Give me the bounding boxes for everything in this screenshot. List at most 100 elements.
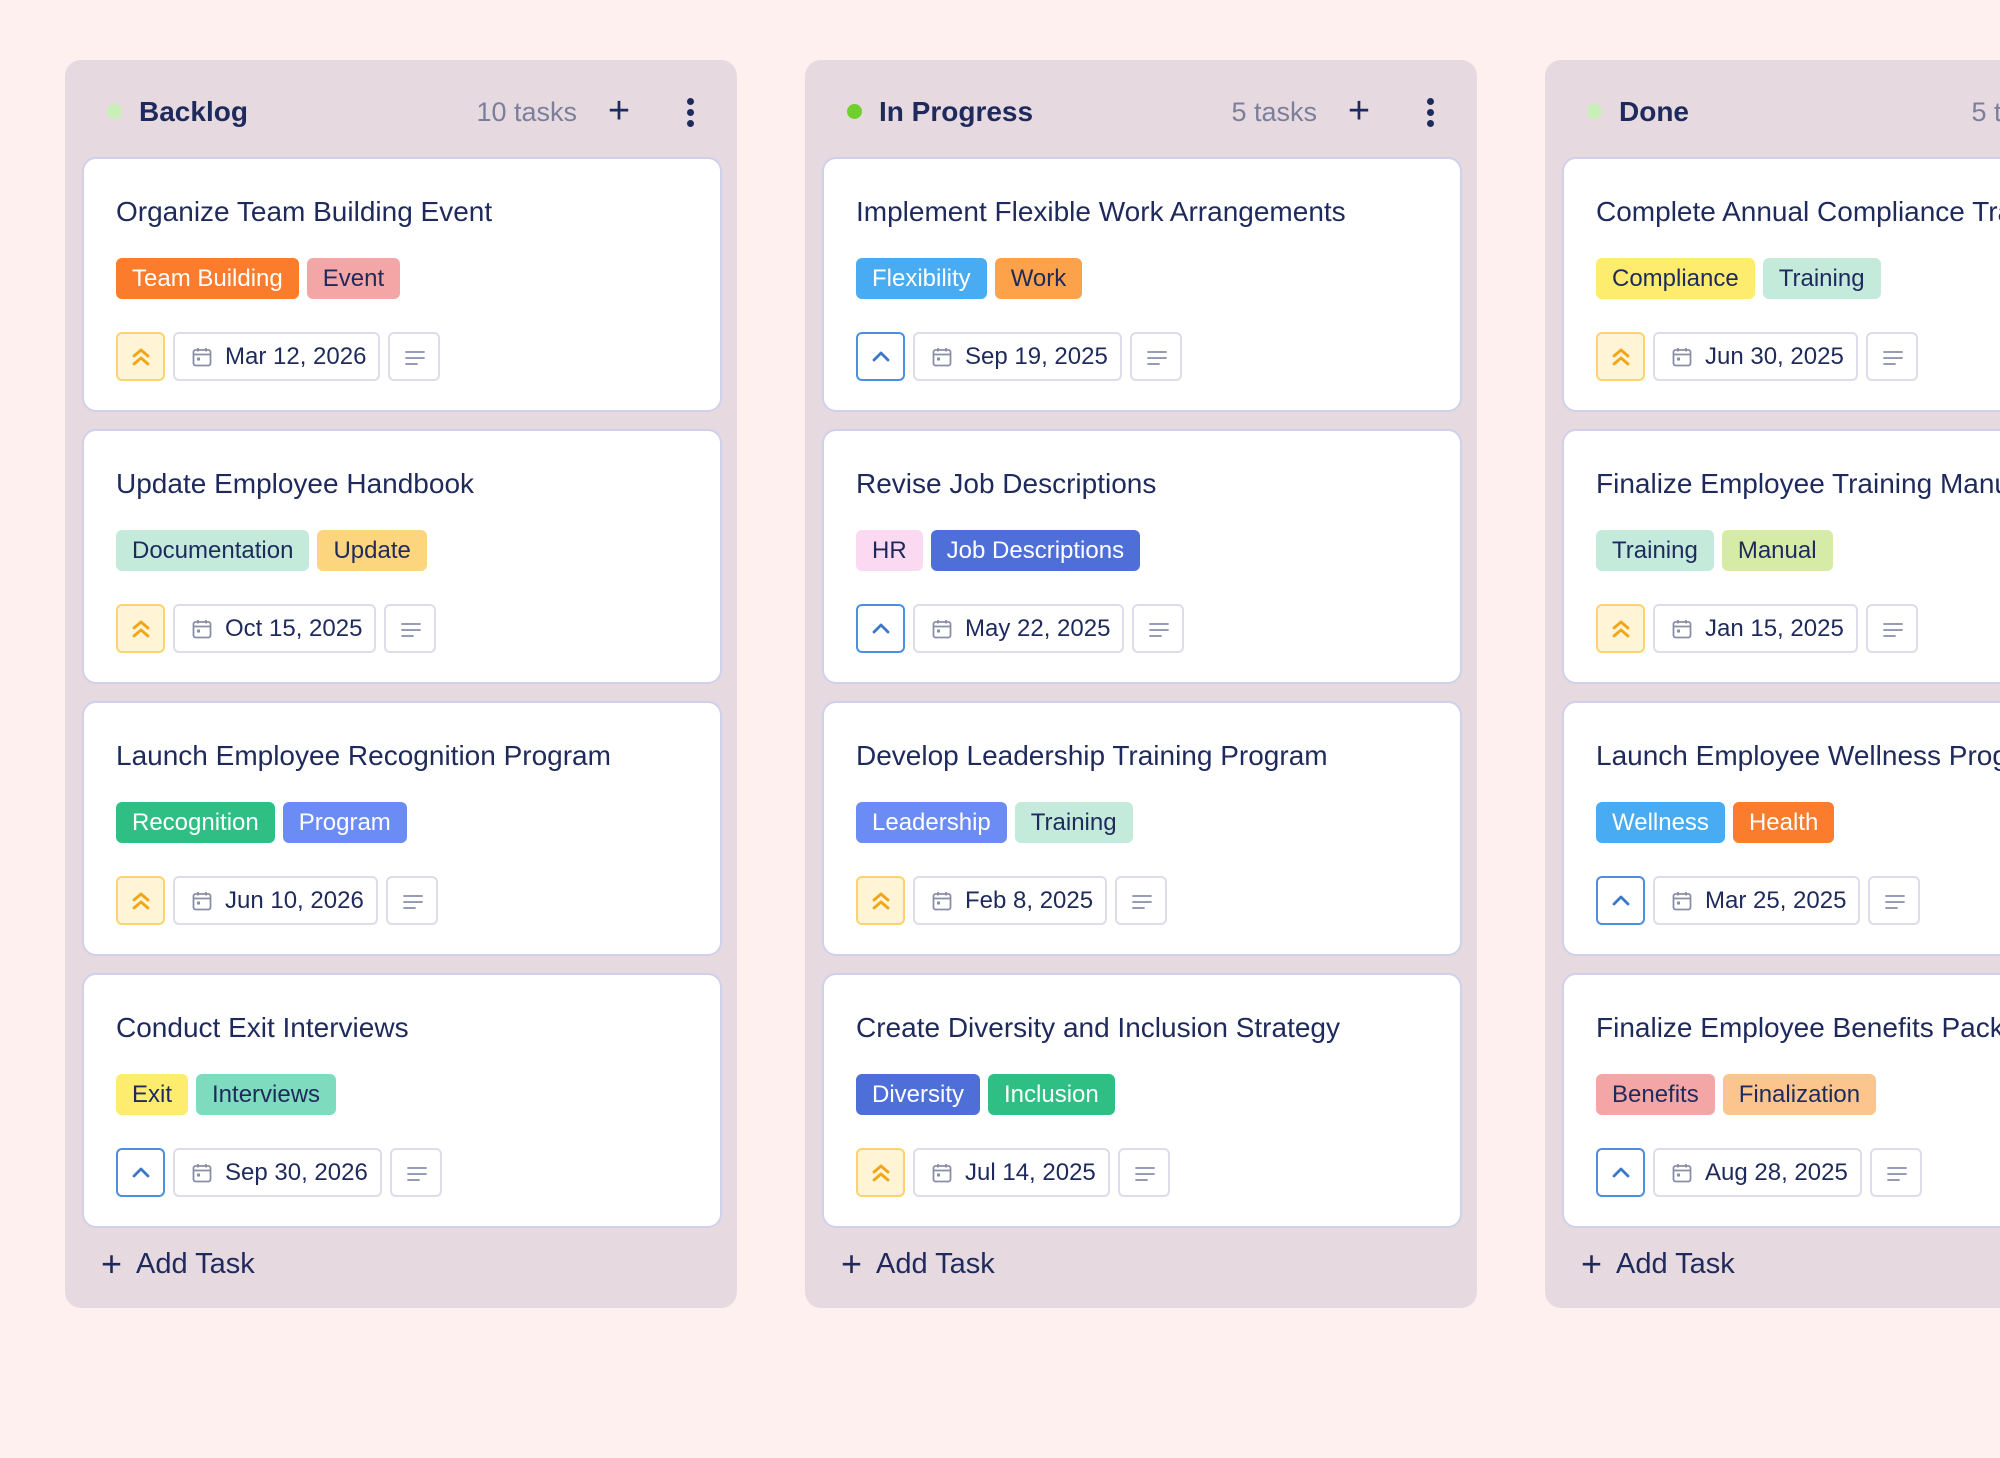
add-task-button[interactable]: + Add Task [841, 1242, 995, 1286]
task-card[interactable]: Organize Team Building Event Team Buildin… [82, 157, 722, 412]
tag: Manual [1721, 530, 1833, 571]
calendar-icon [931, 890, 953, 912]
due-date[interactable]: Oct 15, 2025 [173, 604, 377, 653]
due-date[interactable]: Feb 8, 2025 [913, 876, 1108, 925]
add-card-button[interactable]: + [1337, 90, 1381, 134]
more-vertical-icon[interactable] [1415, 90, 1445, 134]
tag: Training [1762, 258, 1881, 299]
add-card-button[interactable]: + [597, 90, 641, 134]
due-date[interactable]: Mar 25, 2025 [1653, 876, 1861, 925]
chevron-up-icon[interactable] [1596, 876, 1645, 925]
task-title: Create Diversity and Inclusion Strategy [856, 1012, 1340, 1043]
task-card[interactable]: Create Diversity and Inclusion Strategy D… [822, 973, 1462, 1228]
calendar-icon [1671, 618, 1693, 640]
due-date[interactable]: Jan 15, 2025 [1653, 604, 1858, 653]
task-title: Launch Employee Wellness Program [1596, 740, 2000, 771]
status-dot [107, 104, 122, 119]
due-date[interactable]: Sep 30, 2026 [173, 1148, 382, 1197]
tag-list: Flexibility Work [856, 258, 1083, 299]
task-card[interactable]: Update Employee Handbook Documentation Upd… [82, 429, 722, 684]
notes-icon[interactable] [1117, 1148, 1170, 1197]
task-card[interactable]: Develop Leadership Training Program Leade… [822, 701, 1462, 956]
task-title: Update Employee Handbook [116, 468, 475, 499]
notes-icon[interactable] [1129, 332, 1182, 381]
calendar-icon [931, 346, 953, 368]
notes-icon[interactable] [389, 1148, 442, 1197]
notes-icon[interactable] [384, 604, 437, 653]
column-backlog: Backlog 10 tasks + Organize Team Building E… [65, 60, 737, 1308]
due-date-text: Oct 15, 2025 [225, 614, 363, 642]
tag: Work [994, 258, 1083, 299]
status-dot [1587, 104, 1602, 119]
due-date[interactable]: Jul 14, 2025 [913, 1148, 1110, 1197]
tag-list: Benefits Finalization [1596, 1074, 1877, 1115]
calendar-icon [191, 346, 213, 368]
double-chevron-up-icon[interactable] [856, 876, 905, 925]
tag: Interviews [196, 1074, 337, 1115]
tag-list: Wellness Health [1596, 802, 1835, 843]
add-task-button[interactable]: + Add Task [101, 1242, 255, 1286]
task-title: Launch Employee Recognition Program [116, 740, 611, 771]
double-chevron-up-icon[interactable] [116, 604, 165, 653]
notes-icon[interactable] [385, 876, 438, 925]
plus-icon: + [841, 1243, 863, 1284]
status-dot [847, 104, 862, 119]
task-title: Complete Annual Compliance Training [1596, 196, 2000, 227]
tag-list: Recognition Program [116, 802, 407, 843]
task-card[interactable]: Complete Annual Compliance Training Compl… [1562, 157, 2000, 412]
task-meta: Jan 15, 2025 [1596, 604, 1918, 653]
due-date-text: Mar 12, 2026 [225, 342, 367, 370]
task-title: Conduct Exit Interviews [116, 1012, 409, 1043]
notes-icon[interactable] [388, 332, 441, 381]
due-date[interactable]: May 22, 2025 [913, 604, 1125, 653]
task-title: Revise Job Descriptions [856, 468, 1157, 499]
notes-icon[interactable] [1115, 876, 1168, 925]
task-card[interactable]: Implement Flexible Work Arrangements Flex… [822, 157, 1462, 412]
task-meta: Jun 10, 2026 [116, 876, 438, 925]
column-header: Backlog 10 tasks + [65, 60, 737, 160]
due-date-text: Sep 30, 2026 [225, 1158, 368, 1186]
tag: Training [1014, 802, 1133, 843]
due-date[interactable]: Jun 10, 2026 [173, 876, 378, 925]
calendar-icon [1671, 346, 1693, 368]
double-chevron-up-icon[interactable] [116, 332, 165, 381]
due-date-text: Aug 28, 2025 [1705, 1158, 1848, 1186]
add-task-button[interactable]: + Add Task [1581, 1242, 1735, 1286]
due-date[interactable]: Sep 19, 2025 [913, 332, 1122, 381]
due-date[interactable]: Aug 28, 2025 [1653, 1148, 1862, 1197]
tag: Compliance [1596, 258, 1755, 299]
calendar-icon [1671, 1162, 1693, 1184]
due-date[interactable]: Jun 30, 2025 [1653, 332, 1858, 381]
double-chevron-up-icon[interactable] [1596, 604, 1645, 653]
task-card[interactable]: Finalize Employee Training Manual Trainin… [1562, 429, 2000, 684]
chevron-up-icon[interactable] [856, 332, 905, 381]
chevron-up-icon[interactable] [1596, 1148, 1645, 1197]
task-card[interactable]: Finalize Employee Benefits Package Benefi… [1562, 973, 2000, 1228]
task-card[interactable]: Launch Employee Wellness Program Wellness… [1562, 701, 2000, 956]
calendar-icon [1671, 890, 1693, 912]
double-chevron-up-icon[interactable] [856, 1148, 905, 1197]
notes-icon[interactable] [1132, 604, 1185, 653]
due-date[interactable]: Mar 12, 2026 [173, 332, 381, 381]
add-task-label: Add Task [1616, 1247, 1735, 1280]
task-meta: Aug 28, 2025 [1596, 1148, 1922, 1197]
notes-icon[interactable] [1869, 1148, 1922, 1197]
double-chevron-up-icon[interactable] [1596, 332, 1645, 381]
calendar-icon [931, 618, 953, 640]
task-title: Develop Leadership Training Program [856, 740, 1328, 771]
notes-icon[interactable] [1865, 332, 1918, 381]
task-count: 5 tasks [1231, 97, 1317, 127]
task-card[interactable]: Conduct Exit Interviews Exit Interviews Sep… [82, 973, 722, 1228]
task-card[interactable]: Revise Job Descriptions HR Job Description… [822, 429, 1462, 684]
tag: Training [1596, 530, 1714, 571]
task-card[interactable]: Launch Employee Recognition Program Recog… [82, 701, 722, 956]
task-meta: Sep 30, 2026 [116, 1148, 442, 1197]
chevron-up-icon[interactable] [856, 604, 905, 653]
double-chevron-up-icon[interactable] [116, 876, 165, 925]
chevron-up-icon[interactable] [116, 1148, 165, 1197]
notes-icon[interactable] [1868, 876, 1921, 925]
more-vertical-icon[interactable] [675, 90, 705, 134]
notes-icon[interactable] [1865, 604, 1918, 653]
task-meta: Mar 12, 2026 [116, 332, 441, 381]
